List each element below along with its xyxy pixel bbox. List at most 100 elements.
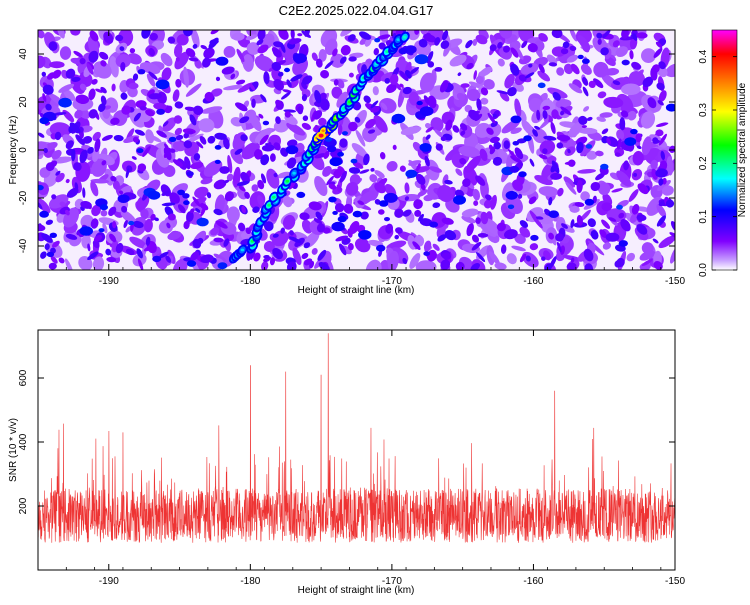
- noise-blob: [337, 215, 347, 223]
- noise-blob: [452, 125, 460, 133]
- ridge-core: [321, 129, 325, 133]
- noise-blob: [316, 223, 326, 233]
- noise-blob: [415, 173, 426, 185]
- noise-blob: [88, 109, 98, 119]
- noise-blob: [200, 207, 206, 217]
- noise-blob: [275, 99, 282, 106]
- noise-blob: [465, 155, 481, 173]
- noise-blob: [172, 141, 186, 152]
- noise-blob: [153, 102, 167, 110]
- noise-blob: [354, 238, 371, 253]
- spectrogram-x-label: Height of straight line (km): [298, 285, 415, 296]
- noise-blob: [336, 91, 349, 108]
- noise-blob: [88, 50, 99, 63]
- noise-blob: [530, 234, 539, 241]
- noise-blob: [621, 83, 641, 96]
- noise-blob: [655, 41, 663, 49]
- noise-blob: [219, 166, 230, 174]
- noise-blob: [40, 251, 47, 259]
- noise-blob: [223, 238, 230, 247]
- noise-blob: [38, 132, 45, 138]
- noise-blob: [183, 220, 190, 230]
- noise-blob: [332, 210, 338, 215]
- noise-blob: [288, 181, 296, 190]
- noise-blob: [162, 121, 169, 127]
- noise-blob: [339, 138, 348, 148]
- noise-blob: [289, 230, 294, 236]
- noise-blob: [119, 46, 125, 51]
- noise-blob: [616, 204, 623, 210]
- noise-blob: [510, 47, 519, 58]
- noise-blob: [577, 169, 596, 174]
- noise-blob: [139, 105, 147, 111]
- noise-blob: [328, 183, 337, 190]
- noise-blob: [621, 30, 629, 39]
- noise-blob: [636, 214, 647, 221]
- noise-blob: [550, 172, 562, 180]
- noise-blob: [655, 122, 669, 127]
- noise-blob: [41, 71, 47, 77]
- noise-blob: [223, 137, 230, 150]
- noise-blob: [470, 263, 480, 270]
- noise-blob: [315, 211, 323, 221]
- noise-blob: [425, 126, 434, 133]
- noise-blob: [132, 136, 139, 143]
- noise-blob: [172, 159, 183, 168]
- noise-blob: [473, 70, 477, 80]
- noise-blob: [161, 67, 172, 81]
- noise-blob: [333, 79, 339, 86]
- noise-blob: [183, 30, 193, 37]
- colorbar-scale: [711, 29, 738, 271]
- noise-blob: [629, 50, 634, 60]
- noise-blob: [202, 57, 211, 68]
- noise-blob: [199, 202, 209, 211]
- noise-blob: [583, 106, 590, 112]
- noise-blob: [336, 184, 342, 193]
- ridge-core: [396, 38, 401, 41]
- noise-blob: [334, 203, 345, 213]
- noise-blob: [257, 195, 265, 207]
- noise-blob: [251, 98, 256, 108]
- noise-blob: [374, 199, 381, 205]
- noise-blob: [601, 128, 609, 135]
- noise-blob: [263, 241, 275, 252]
- noise-blob: [147, 190, 161, 200]
- noise-blob: [105, 248, 112, 256]
- noise-blob: [455, 168, 463, 176]
- noise-blob: [633, 172, 638, 177]
- noise-blob: [214, 145, 222, 150]
- noise-blob: [528, 97, 543, 113]
- noise-blob: [269, 257, 276, 266]
- noise-blob: [414, 30, 420, 35]
- noise-blob: [394, 208, 404, 218]
- noise-blob: [213, 208, 223, 216]
- noise-blob: [538, 32, 548, 42]
- noise-blob: [505, 195, 523, 215]
- noise-blob: [59, 201, 66, 207]
- noise-blob: [249, 113, 262, 132]
- noise-blob: [39, 117, 50, 125]
- noise-blob: [593, 78, 604, 89]
- noise-blob: [398, 47, 408, 55]
- snr-frame: [37, 329, 676, 571]
- noise-blob: [86, 63, 94, 75]
- noise-blob: [46, 72, 56, 80]
- noise-blob: [528, 196, 537, 205]
- noise-blob: [399, 83, 404, 88]
- noise-blob: [510, 155, 522, 164]
- noise-blob: [479, 148, 488, 161]
- noise-blob: [331, 221, 345, 232]
- noise-blob: [88, 88, 96, 101]
- noise-blob: [423, 33, 437, 43]
- noise-blob: [404, 45, 417, 54]
- noise-blob: [599, 112, 613, 118]
- noise-blob: [376, 244, 386, 252]
- noise-blob: [497, 58, 505, 67]
- noise-blob: [489, 146, 496, 155]
- noise-blob: [581, 125, 587, 129]
- noise-blob: [208, 37, 219, 49]
- noise-blob: [475, 217, 481, 224]
- noise-blob: [332, 48, 338, 57]
- noise-blob: [175, 57, 180, 62]
- noise-blob: [538, 63, 545, 74]
